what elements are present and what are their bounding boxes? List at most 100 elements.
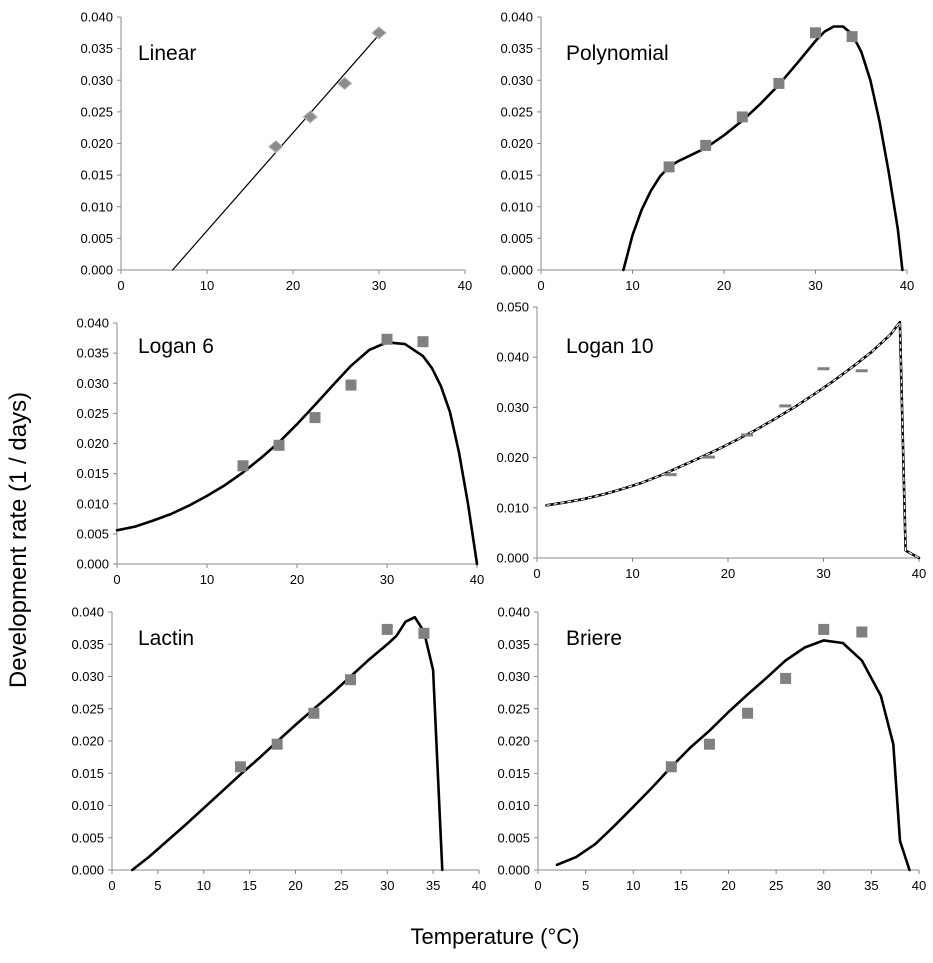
y-tick-label: 0.005	[76, 526, 109, 541]
data-point	[268, 140, 284, 154]
y-tick-label: 0.020	[80, 136, 113, 151]
model-curve	[555, 639, 911, 872]
y-tick-label: 0.000	[80, 263, 113, 278]
data-point	[665, 761, 677, 773]
x-tick-label: 5	[582, 878, 589, 893]
y-tick-label: 0.040	[76, 316, 109, 331]
x-tick-label: 40	[470, 572, 484, 587]
data-point	[702, 455, 715, 459]
y-tick-label: 0.030	[80, 73, 113, 88]
y-tick-label: 0.010	[496, 500, 529, 515]
y-tick-label: 0.035	[497, 637, 530, 652]
panel-5: 0.000 0.005 0.010 0.015 0.020 0.025 0.030 0.035…	[71, 605, 486, 894]
data-point	[418, 627, 430, 639]
y-tick-label: 0.010	[71, 798, 104, 813]
x-tick-label: 40	[458, 278, 472, 293]
x-tick-label: 25	[334, 878, 348, 893]
panel-title: Polynomial	[566, 42, 669, 65]
x-tick-label: 0	[537, 278, 544, 293]
data-point	[780, 672, 792, 684]
y-tick-label: 0.010	[497, 798, 530, 813]
y-tick-label: 0.015	[80, 168, 113, 183]
y-tick-label: 0.030	[71, 669, 104, 684]
y-tick-label: 0.025	[497, 701, 530, 716]
panel-title: Linear	[138, 42, 196, 65]
data-point	[855, 369, 868, 373]
data-point	[846, 31, 858, 43]
y-tick-label: 0.040	[497, 605, 530, 620]
x-tick-label: 10	[626, 878, 640, 893]
x-tick-label: 20	[290, 572, 304, 587]
y-tick-label: 0.010	[76, 496, 109, 511]
x-tick-label: 0	[117, 278, 124, 293]
y-tick-label: 0.010	[80, 199, 113, 214]
y-tick-label: 0.000	[71, 863, 104, 878]
x-tick-label: 30	[380, 878, 394, 893]
panel-1: 0.000 0.005 0.010 0.015 0.020 0.025 0.030 0.035…	[80, 10, 472, 294]
x-tick-label: 30	[808, 278, 822, 293]
data-point	[234, 761, 246, 773]
y-tick-label: 0.030	[496, 400, 529, 415]
data-point	[664, 473, 677, 477]
y-tick-label: 0.005	[80, 231, 113, 246]
y-tick-label: 0.000	[500, 263, 533, 278]
y-tick-label: 0.005	[71, 830, 104, 845]
data-point	[336, 76, 353, 91]
x-tick-label: 30	[816, 566, 830, 581]
x-tick-label: 0	[533, 566, 540, 581]
data-point	[663, 161, 675, 173]
y-tick-label: 0.020	[76, 436, 109, 451]
data-point	[810, 27, 821, 39]
data-point	[371, 26, 387, 40]
y-tick-label: 0.040	[500, 10, 533, 25]
data-point	[381, 623, 393, 635]
x-tick-label: 0	[113, 572, 120, 587]
data-point	[309, 412, 321, 424]
data-point	[302, 110, 318, 124]
data-point	[736, 111, 748, 123]
y-tick-label: 0.000	[497, 863, 530, 878]
x-tick-label: 10	[200, 278, 214, 293]
y-tick-label: 0.050	[496, 300, 529, 315]
data-point	[417, 336, 429, 348]
y-tick-label: 0.035	[76, 346, 109, 361]
y-tick-label: 0.025	[76, 406, 109, 421]
y-tick-label: 0.040	[71, 605, 104, 620]
y-tick-label: 0.035	[500, 41, 533, 56]
panel-6: 0.000 0.005 0.010 0.015 0.020 0.025 0.030 0.035…	[497, 605, 926, 894]
y-tick-label: 0.015	[71, 766, 104, 781]
y-tick-label: 0.020	[496, 450, 529, 465]
data-point	[856, 626, 868, 638]
data-point	[700, 139, 712, 151]
y-tick-label: 0.020	[71, 734, 104, 749]
x-tick-label: 10	[197, 878, 211, 893]
x-tick-label: 30	[817, 878, 831, 893]
y-tick-label: 0.040	[80, 10, 113, 25]
y-tick-label: 0.035	[80, 41, 113, 56]
x-tick-label: 10	[625, 566, 639, 581]
panel-title: Logan 10	[566, 335, 654, 358]
x-tick-label: 30	[372, 278, 386, 293]
model-curve	[130, 615, 444, 872]
x-tick-label: 20	[717, 278, 731, 293]
panel-title: Lactin	[138, 627, 194, 650]
y-tick-label: 0.010	[500, 199, 533, 214]
x-tick-label: 20	[721, 878, 735, 893]
data-point	[779, 404, 792, 408]
y-axis-label: Development rate (1 / days)	[5, 392, 32, 688]
y-tick-label: 0.005	[500, 231, 533, 246]
panel-4: 0.000 0.010 0.020 0.030 0.040 0.050 0 10 20 30 40 L…	[496, 300, 926, 582]
panel-title: Briere	[566, 627, 622, 650]
data-point	[273, 439, 285, 451]
y-tick-label: 0.030	[500, 73, 533, 88]
data-point	[703, 738, 715, 750]
data-point	[773, 77, 785, 89]
data-point	[741, 433, 754, 437]
data-point	[345, 674, 357, 686]
x-tick-label: 30	[380, 572, 394, 587]
x-tick-label: 0	[534, 878, 541, 893]
data-point	[308, 707, 320, 719]
x-tick-label: 15	[674, 878, 688, 893]
y-tick-label: 0.015	[76, 466, 109, 481]
y-tick-label: 0.015	[497, 766, 530, 781]
